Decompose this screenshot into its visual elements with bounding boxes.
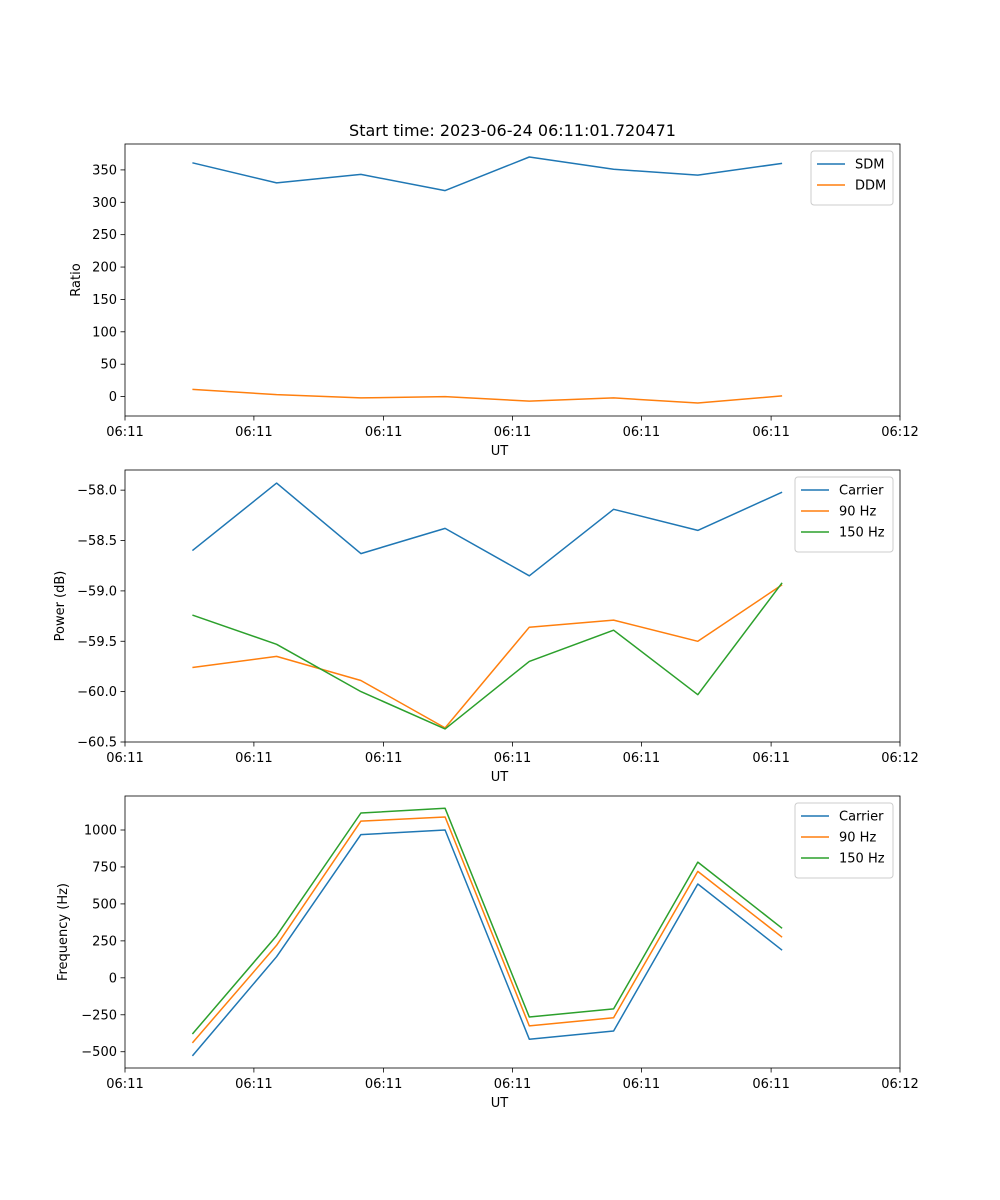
- series-line-ddm: [192, 388, 783, 404]
- legend: SDM DDM: [810, 150, 894, 206]
- y-tick-label: 200: [92, 261, 117, 276]
- series-line-90-hz: [191, 816, 783, 1044]
- x-tick-label: 06:11: [106, 751, 143, 766]
- x-tick-label: 06:11: [106, 425, 143, 440]
- x-tick-label: 06:11: [494, 425, 531, 440]
- ratio-panel: 06:11 06:11 06:11 06:11 06:11 06:11 06:12 0 50 10…: [69, 143, 919, 459]
- y-axis-label: Power (dB): [53, 571, 68, 642]
- x-tick-label: 06:12: [881, 751, 918, 766]
- legend: Carrier 90 Hz 150 Hz: [794, 802, 894, 879]
- x-tick-label: 06:11: [235, 1077, 272, 1092]
- legend-box: [794, 476, 894, 553]
- y-tick-label: −59.0: [77, 584, 117, 599]
- x-tick-label: 06:11: [235, 425, 272, 440]
- legend-label: 150 Hz: [839, 852, 885, 867]
- y-tick-label: −59.5: [77, 635, 117, 650]
- axes-frame: [124, 795, 901, 1069]
- series-line-90-hz: [192, 584, 783, 729]
- series-line-carrier: [191, 482, 783, 577]
- series-line-carrier: [191, 829, 783, 1057]
- legend-label: 150 Hz: [839, 526, 885, 541]
- y-axis-label: Frequency (Hz): [56, 883, 71, 981]
- x-tick-label: 06:12: [881, 425, 918, 440]
- x-tick-label: 06:11: [752, 425, 789, 440]
- x-axis-label: UT: [491, 770, 509, 785]
- x-tick-label: 06:12: [881, 1077, 918, 1092]
- x-tick-label: 06:11: [494, 1077, 531, 1092]
- x-tick-label: 06:11: [235, 751, 272, 766]
- x-axis-label: UT: [491, 444, 509, 459]
- y-tick-label: −60.0: [77, 685, 117, 700]
- y-tick-label: −60.5: [77, 736, 117, 751]
- y-tick-label: 150: [92, 293, 117, 308]
- y-tick-label: 100: [92, 325, 117, 340]
- frequency-panel: 06:11 06:11 06:11 06:11 06:11 06:11 06:12 −500 −…: [56, 795, 919, 1111]
- x-axis-label: UT: [491, 1096, 509, 1111]
- legend-label: Carrier: [839, 810, 884, 825]
- x-tick-label: 06:11: [752, 1077, 789, 1092]
- legend-label: 90 Hz: [839, 831, 876, 846]
- y-tick-label: −58.5: [77, 534, 117, 549]
- x-tick-label: 06:11: [623, 1077, 660, 1092]
- legend-label: Carrier: [839, 484, 884, 499]
- series-line-sdm: [192, 156, 783, 192]
- legend-label: 90 Hz: [839, 505, 876, 520]
- legend-label: DDM: [855, 179, 886, 194]
- y-tick-label: −58.0: [77, 484, 117, 499]
- series-line-150-hz: [192, 582, 783, 730]
- x-tick-label: 06:11: [494, 751, 531, 766]
- y-tick-label: 50: [100, 358, 117, 373]
- y-tick-label: 250: [92, 934, 117, 949]
- y-tick-label: −500: [81, 1045, 117, 1060]
- x-tick-label: 06:11: [106, 1077, 143, 1092]
- x-tick-label: 06:11: [365, 751, 402, 766]
- y-tick-label: 1000: [84, 824, 117, 839]
- figure-title: Start time: 2023-06-24 06:11:01.720471: [349, 121, 676, 140]
- axes-frame: [124, 143, 901, 417]
- legend-box: [794, 802, 894, 879]
- y-tick-label: 0: [109, 971, 117, 986]
- y-axis-label: Ratio: [69, 263, 84, 296]
- x-tick-label: 06:11: [752, 751, 789, 766]
- y-tick-label: 0: [109, 390, 117, 405]
- x-tick-label: 06:11: [623, 751, 660, 766]
- y-tick-label: −250: [81, 1008, 117, 1023]
- legend-label: SDM: [855, 158, 884, 173]
- y-tick-label: 750: [92, 860, 117, 875]
- legend: Carrier 90 Hz 150 Hz: [794, 476, 894, 553]
- y-tick-label: 300: [92, 196, 117, 211]
- y-tick-label: 500: [92, 897, 117, 912]
- x-tick-label: 06:11: [623, 425, 660, 440]
- series-line-150-hz: [191, 807, 783, 1035]
- x-tick-label: 06:11: [365, 1077, 402, 1092]
- x-tick-label: 06:11: [365, 425, 402, 440]
- y-tick-label: 250: [92, 228, 117, 243]
- y-tick-label: 350: [92, 163, 117, 178]
- power-panel: 06:11 06:11 06:11 06:11 06:11 06:11 06:12 −60.5…: [53, 469, 919, 785]
